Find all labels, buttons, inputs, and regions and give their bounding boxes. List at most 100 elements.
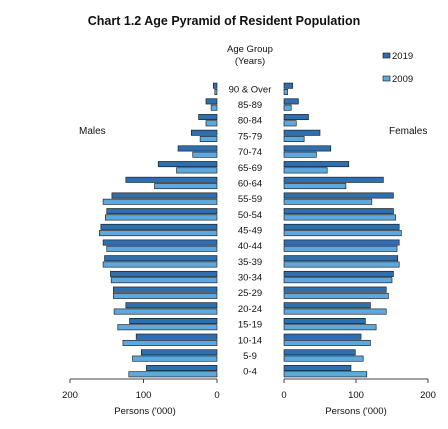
bar-females-2019-20-24 bbox=[283, 302, 371, 309]
bars-group bbox=[99, 82, 402, 378]
bar-females-2009-60-64 bbox=[283, 183, 347, 190]
bar-females-2009-75-79 bbox=[283, 136, 305, 142]
bar-males-2009-45-49 bbox=[99, 230, 218, 237]
bar-males-2009-35-39 bbox=[102, 261, 218, 268]
bar-females-2019-45-49 bbox=[283, 223, 400, 230]
bar-males-2019-35-39 bbox=[104, 255, 218, 262]
bar-males-2019-75-79 bbox=[190, 129, 218, 136]
males-label: Males bbox=[79, 126, 106, 137]
bar-males-2019-55-59 bbox=[111, 192, 218, 199]
category-label-75-79: 75-79 bbox=[238, 131, 262, 142]
category-label-60-64: 60-64 bbox=[238, 178, 262, 189]
bar-females-2019-30-34 bbox=[283, 270, 394, 277]
bar-females-2019-55-59 bbox=[283, 192, 394, 199]
bar-males-2009-90-over bbox=[214, 89, 218, 95]
bar-males-2009-20-24 bbox=[113, 308, 218, 315]
bar-females-2009-65-69 bbox=[283, 167, 328, 174]
legend: 2019 2009 bbox=[382, 51, 413, 85]
right-x-axis-title: Persons ('000) bbox=[325, 406, 386, 417]
bar-females-2009-0-4 bbox=[283, 371, 368, 378]
bar-males-2009-25-29 bbox=[113, 292, 218, 299]
bar-females-2009-90-over bbox=[283, 89, 288, 95]
bar-males-2019-85-89 bbox=[205, 98, 218, 105]
bar-males-2019-30-34 bbox=[110, 270, 218, 277]
bar-females-2019-40-44 bbox=[283, 239, 400, 246]
bar-females-2009-10-14 bbox=[283, 339, 371, 346]
category-label-20-24: 20-24 bbox=[238, 304, 262, 315]
tick-label-left-200: 200 bbox=[62, 390, 78, 401]
left-x-axis-title: Persons ('000) bbox=[114, 406, 175, 417]
bar-females-2019-35-39 bbox=[283, 255, 399, 262]
bar-males-2019-25-29 bbox=[113, 286, 218, 293]
legend-swatch-2019 bbox=[382, 52, 391, 59]
bar-females-2019-0-4 bbox=[283, 365, 352, 371]
bar-females-2009-25-29 bbox=[283, 292, 389, 299]
bar-females-2019-75-79 bbox=[283, 129, 321, 136]
bar-males-2019-40-44 bbox=[102, 239, 218, 246]
bar-females-2019-80-84 bbox=[283, 114, 309, 121]
bar-males-2019-15-19 bbox=[129, 318, 218, 324]
bar-females-2009-55-59 bbox=[283, 198, 373, 205]
bar-females-2019-65-69 bbox=[283, 161, 350, 168]
bar-males-2009-0-4 bbox=[128, 371, 218, 378]
category-label-90-over: 90 & Over bbox=[229, 84, 272, 95]
tick-label-right-0: 0 bbox=[281, 390, 286, 401]
females-label: Females bbox=[389, 126, 427, 137]
bar-males-2009-80-84 bbox=[205, 120, 218, 127]
bar-females-2019-10-14 bbox=[283, 333, 362, 340]
bar-females-2019-5-9 bbox=[283, 349, 356, 356]
category-label-25-29: 25-29 bbox=[238, 288, 262, 299]
legend-swatch-2009 bbox=[382, 75, 391, 82]
bar-males-2019-50-54 bbox=[106, 208, 218, 215]
bar-males-2009-75-79 bbox=[199, 136, 218, 142]
category-label-0-4: 0-4 bbox=[243, 367, 257, 378]
bar-males-2019-90-over bbox=[213, 82, 218, 89]
bar-males-2019-10-14 bbox=[135, 333, 218, 340]
bar-males-2019-60-64 bbox=[125, 176, 218, 183]
bar-males-2009-85-89 bbox=[210, 104, 218, 111]
legend-label-2009: 2009 bbox=[392, 74, 413, 85]
bar-males-2019-20-24 bbox=[125, 302, 218, 309]
tick-label-left-100: 100 bbox=[136, 390, 152, 401]
category-label-30-34: 30-34 bbox=[238, 273, 262, 284]
category-label-55-59: 55-59 bbox=[238, 194, 262, 205]
bar-females-2009-80-84 bbox=[283, 120, 297, 127]
bar-females-2019-70-74 bbox=[283, 145, 332, 152]
bar-males-2019-80-84 bbox=[198, 114, 218, 121]
tick-label-right-100: 100 bbox=[348, 390, 364, 401]
legend-label-2019: 2019 bbox=[392, 51, 413, 62]
bar-males-2009-15-19 bbox=[117, 324, 218, 331]
bar-males-2009-70-74 bbox=[192, 151, 218, 158]
category-label-15-19: 15-19 bbox=[238, 320, 262, 331]
bar-females-2009-5-9 bbox=[283, 355, 364, 362]
bar-females-2009-20-24 bbox=[283, 308, 387, 315]
category-label-85-89: 85-89 bbox=[238, 100, 262, 111]
bar-males-2009-10-14 bbox=[122, 339, 218, 346]
category-labels: 0-4 5-9 10-14 15-19 20-24 25-29 30-34 35-39 40-4… bbox=[229, 84, 272, 377]
category-label-50-54: 50-54 bbox=[238, 210, 262, 221]
category-label-5-9: 5-9 bbox=[243, 351, 257, 362]
bar-males-2019-45-49 bbox=[100, 223, 218, 230]
category-label-40-44: 40-44 bbox=[238, 241, 262, 252]
bar-females-2019-60-64 bbox=[283, 176, 384, 183]
category-label-70-74: 70-74 bbox=[238, 147, 262, 158]
bar-females-2009-50-54 bbox=[283, 214, 396, 221]
bar-males-2019-70-74 bbox=[177, 145, 218, 152]
bar-females-2019-15-19 bbox=[283, 318, 366, 324]
bar-males-2019-65-69 bbox=[157, 161, 218, 168]
bar-males-2009-60-64 bbox=[154, 183, 218, 190]
bar-females-2009-70-74 bbox=[283, 151, 317, 158]
bar-females-2009-45-49 bbox=[283, 230, 402, 237]
bar-females-2019-90-over bbox=[283, 82, 293, 89]
bar-females-2009-15-19 bbox=[283, 324, 377, 331]
category-axis-title-line2: (Years) bbox=[235, 56, 265, 67]
bar-females-2009-35-39 bbox=[283, 261, 400, 268]
bar-females-2019-25-29 bbox=[283, 286, 387, 293]
bar-males-2019-0-4 bbox=[146, 365, 218, 371]
bar-females-2019-50-54 bbox=[283, 208, 394, 215]
category-label-80-84: 80-84 bbox=[238, 116, 262, 127]
bar-males-2019-5-9 bbox=[140, 349, 218, 356]
bar-females-2009-40-44 bbox=[283, 245, 398, 252]
chart-title: Chart 1.2 Age Pyramid of Resident Popula… bbox=[88, 14, 361, 28]
